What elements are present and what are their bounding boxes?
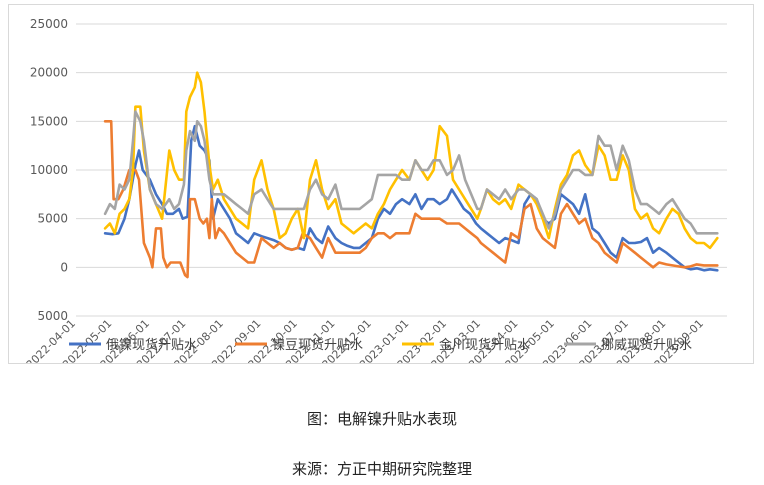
legend-label: 金川现货升贴水 <box>439 337 530 353</box>
series-lines <box>103 71 719 279</box>
y-axis-ticks: 25000 20000 15000 10000 5000 0 5000 <box>30 17 68 323</box>
legend-label: 挪威现货升贴水 <box>601 337 692 353</box>
y-tick-label: 5000 <box>37 309 68 323</box>
series-line-4 <box>103 110 719 235</box>
y-tick-label: 10000 <box>30 163 68 177</box>
y-tick-label: 20000 <box>30 66 68 80</box>
y-tick-label: 5000 <box>37 212 68 226</box>
y-tick-label: 25000 <box>30 17 68 31</box>
chart-container: 25000 20000 15000 10000 5000 0 5000 2022-04-01… <box>8 4 754 364</box>
series-line-3 <box>103 71 719 250</box>
legend-label: 俄镍现货升贴水 <box>106 337 197 353</box>
series-line-2 <box>103 120 719 279</box>
y-tick-label: 15000 <box>30 114 68 128</box>
legend-label: 镍豆现货升贴水 <box>272 337 363 353</box>
legend: 俄镍现货升贴水 镍豆现货升贴水 金川现货升贴水 挪威现货升贴水 <box>69 337 692 353</box>
y-tick-label: 0 <box>60 260 68 274</box>
figure-caption: 图：电解镍升贴水表现 <box>306 410 457 428</box>
series-line-1 <box>103 124 719 272</box>
source-note: 来源：方正中期研究院整理 <box>291 460 472 478</box>
